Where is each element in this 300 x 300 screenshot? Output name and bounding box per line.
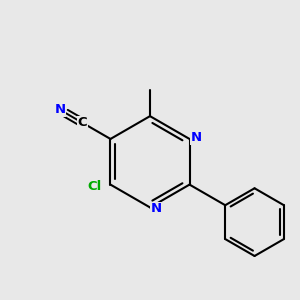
Text: N: N (190, 131, 202, 144)
Text: C: C (78, 116, 87, 129)
Text: N: N (55, 103, 66, 116)
Text: Cl: Cl (87, 181, 101, 194)
Text: N: N (151, 202, 162, 215)
